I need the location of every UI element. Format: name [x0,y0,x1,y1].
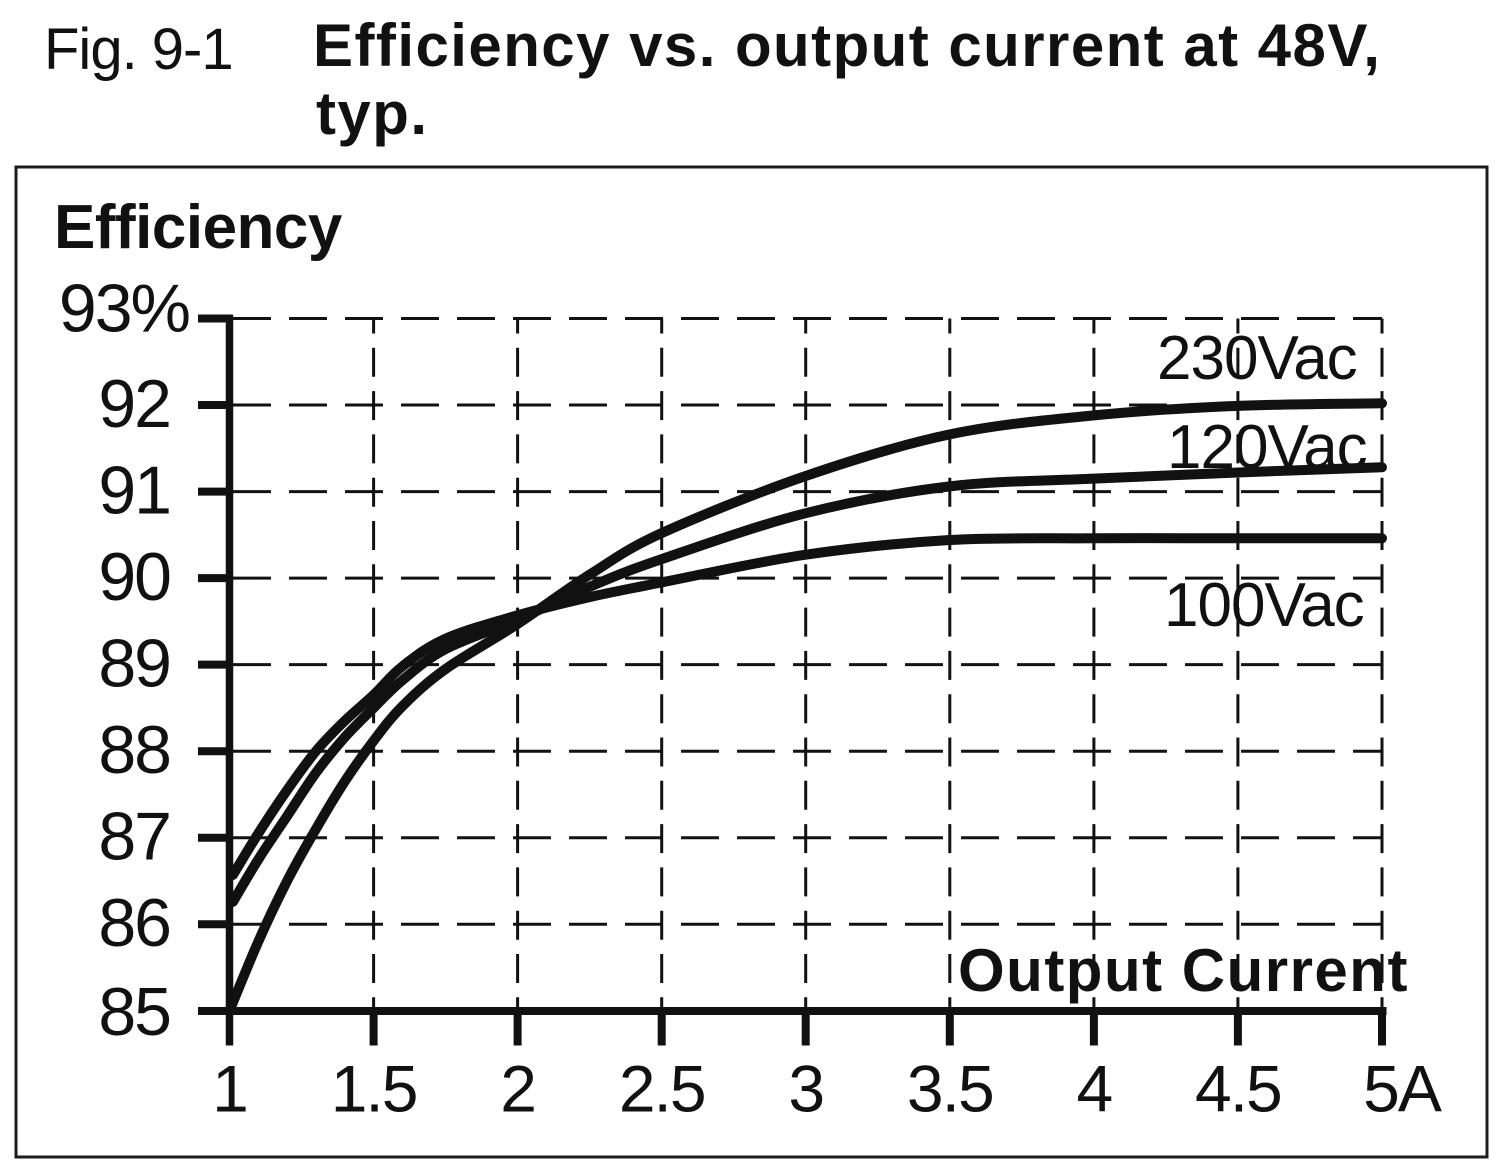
svg-text:93%: 93% [59,271,190,347]
svg-text:Fig. 9-1: Fig. 9-1 [44,17,233,82]
svg-text:86: 86 [98,885,170,961]
svg-text:89: 89 [98,625,170,701]
svg-text:1: 1 [212,1051,247,1125]
svg-text:3.5: 3.5 [907,1051,993,1125]
svg-text:87: 87 [98,798,170,874]
svg-text:4.5: 4.5 [1195,1051,1281,1125]
svg-text:85: 85 [98,974,170,1050]
svg-text:91: 91 [98,452,170,528]
svg-text:Efficiency vs. output current: Efficiency vs. output current at 48V, [313,12,1381,79]
svg-text:5A: 5A [1363,1051,1442,1125]
svg-text:3: 3 [788,1051,823,1125]
svg-text:100Vac: 100Vac [1164,571,1364,640]
svg-text:2: 2 [500,1051,535,1125]
svg-text:92: 92 [98,366,170,442]
svg-text:88: 88 [98,712,170,788]
svg-text:4: 4 [1077,1051,1112,1125]
svg-text:Output Current: Output Current [958,937,1409,1004]
svg-text:1.5: 1.5 [331,1051,417,1125]
svg-text:typ.: typ. [316,80,428,147]
svg-text:Efficiency: Efficiency [54,193,343,262]
svg-text:90: 90 [98,539,170,615]
svg-text:230Vac: 230Vac [1157,324,1357,393]
svg-text:2.5: 2.5 [619,1051,705,1125]
